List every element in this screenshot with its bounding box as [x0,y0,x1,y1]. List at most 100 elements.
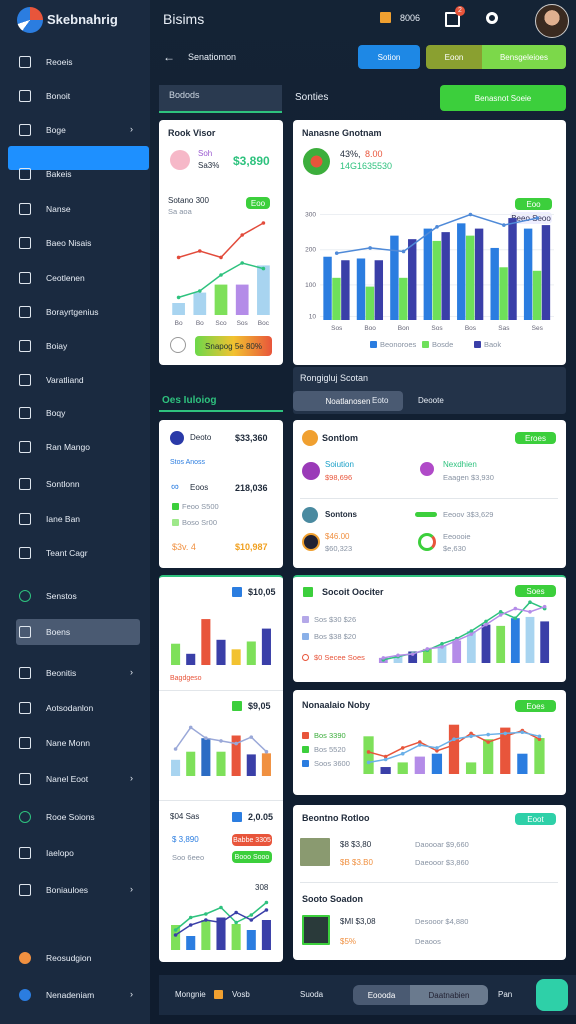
nav-item[interactable]: Reosudgion [46,953,92,963]
point [435,746,439,750]
nav-icon [19,168,31,180]
nav-item[interactable]: Nanel Eoot [46,774,89,784]
avatar[interactable] [535,4,569,38]
bar [261,920,271,950]
point [334,251,339,256]
settings-icon[interactable] [486,12,498,24]
point [440,642,444,646]
legend-swatch [422,341,429,348]
point [198,249,202,253]
tab[interactable]: Deoote [418,396,444,405]
fab[interactable] [536,979,568,1011]
chevron: › [130,773,133,783]
nav-item[interactable]: Borayrtgenius [46,307,99,317]
nav-item[interactable]: Varatliand [46,375,84,385]
search[interactable]: Senatiomon [188,52,237,62]
nav-item[interactable]: Nane Monn [46,738,90,748]
icon [232,587,242,597]
item-label: Eeoov 3$3,629 [443,510,494,519]
nav-item[interactable]: Beonitis [46,668,77,678]
chart [171,619,271,665]
action-button[interactable]: Benasnot Soeie [440,85,566,111]
value: $9,05 [248,701,271,711]
icon [302,507,318,523]
bottom-item[interactable]: Pan [498,990,513,999]
icon [420,462,434,476]
bar [541,225,551,320]
nav-item[interactable]: Senstos [46,591,77,601]
nav-item[interactable]: Aotsodanlon [46,703,94,713]
point [261,221,266,225]
nav-item[interactable]: Reoeis [46,57,73,67]
tab[interactable]: Eoto [372,396,389,405]
nav-item[interactable]: Nanse [46,204,71,214]
bar [510,618,520,663]
bar [261,628,271,665]
nav-selected[interactable] [16,619,140,645]
button[interactable]: Bensgeleioes [482,45,566,69]
row-value: $10,987 [235,542,268,552]
bar [246,754,256,776]
nav-item[interactable]: Ceotlenen [46,273,85,283]
card-title: Rook Visor [168,128,216,138]
nav-item[interactable]: Baeo Nisais [46,238,92,248]
tab[interactable]: Eoooda [353,985,410,1005]
filter-label: Sonties [295,92,329,103]
swatch [302,746,309,753]
notification-icon[interactable] [445,12,460,27]
chevron: › [130,884,133,894]
nav-item[interactable]: Boniauloes [46,885,89,895]
nav-item[interactable]: Iaelopo [46,848,74,858]
nav-item[interactable]: Boge [46,125,66,135]
nav-icon [19,478,31,490]
bottom-item[interactable]: Mongnie [175,990,206,999]
nav-icon [19,203,31,215]
point [219,920,223,925]
nav-item[interactable]: Rooe Soions [46,812,95,822]
bottom-item[interactable]: Suoda [300,990,324,999]
nav-item[interactable]: Teant Cagr [46,548,88,558]
x-tick-label: Bos [465,325,477,332]
point [484,622,488,627]
nav-highlight[interactable] [8,146,149,170]
button[interactable]: Sotion [358,45,420,69]
bar [517,753,528,774]
nav-item[interactable]: Bakeis [46,169,72,179]
nav-item[interactable]: Nenadeniam [46,990,95,1000]
page-title: Bisims [163,11,205,27]
nav-icon [19,237,31,249]
nav-icon [19,952,31,964]
x-tick-label: Bo [175,320,183,327]
back-icon[interactable]: ← [163,50,175,64]
tab[interactable]: Daatnabien [410,985,488,1005]
nav-item[interactable]: Sontlonn [46,479,80,489]
nav-item[interactable]: Boqy [46,408,66,418]
point [486,740,490,744]
nav-icon [19,590,31,602]
legend-item: Bos 5520 [314,745,346,754]
y-tick-label: 300 [305,212,316,219]
nav-item[interactable]: Ran Mango [46,442,90,452]
bar [341,260,350,320]
bottom-item[interactable]: Vosb [232,990,250,999]
nav-item[interactable]: Boens [46,627,71,637]
line [383,605,545,659]
value: $3,890 [233,154,270,168]
tab[interactable]: Noatlanosen [293,391,403,411]
nav-item[interactable]: Boiay [46,341,68,351]
toggle[interactable] [170,337,186,353]
button[interactable]: Eoon [426,45,482,69]
point [188,923,193,927]
point [234,910,238,915]
bar [231,649,241,665]
legend-swatch [370,341,377,348]
slider[interactable] [415,512,437,517]
point [452,743,456,747]
nav-item[interactable]: Iane Ban [46,514,81,524]
bar [231,735,241,776]
nav-item[interactable]: Bonoit [46,91,71,101]
filter-tab[interactable]: Bodods [159,85,282,113]
underline [159,410,283,412]
item-label: Eeoooie [443,532,471,541]
